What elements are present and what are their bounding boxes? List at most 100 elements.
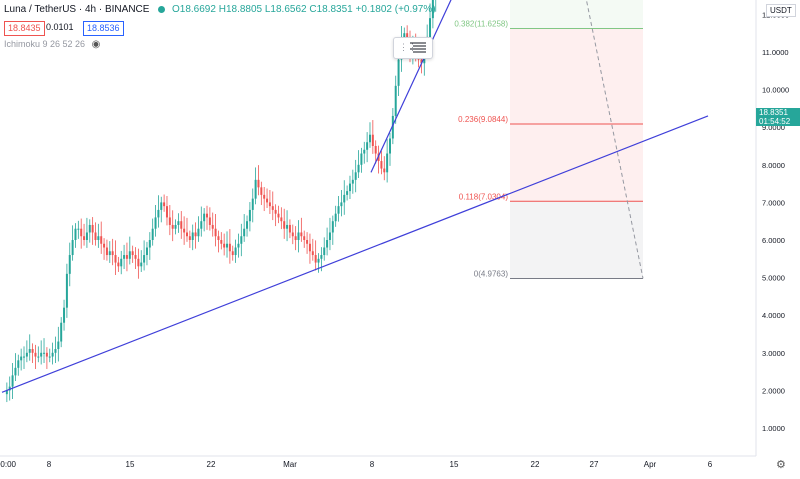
candle-body [386, 153, 389, 173]
candle-body [165, 206, 168, 218]
candle-body [57, 341, 60, 350]
live-dot-icon [158, 5, 166, 13]
candle-body [94, 232, 97, 240]
candle-body [157, 209, 160, 218]
price-tick-label: 10.0000 [762, 86, 789, 95]
candle-body [291, 232, 294, 237]
candle-body [17, 360, 20, 368]
candle-body [163, 202, 166, 207]
candle-body [185, 232, 188, 237]
candle-body [77, 228, 80, 230]
price-tick-label: 8.0000 [762, 161, 785, 170]
candle-body [174, 224, 177, 229]
time-tick-label: 6 [708, 460, 713, 469]
candle-body [134, 255, 137, 259]
candle-body [240, 236, 243, 244]
candle-body [203, 213, 206, 222]
candle-body [283, 221, 286, 229]
high-value: H18.8805 [218, 4, 263, 15]
candle-body [368, 134, 371, 143]
drawing-toolbar[interactable]: ⋮⋮ [393, 37, 433, 59]
candle-body [154, 217, 157, 229]
indicator-legend[interactable]: Ichimoku 9 26 52 26 ◉ [4, 39, 100, 50]
candle-body [263, 194, 266, 199]
candle-body [14, 367, 17, 376]
candle-body [117, 262, 120, 267]
candle-body [28, 349, 31, 353]
candle-body [140, 262, 143, 267]
price-tick-label: 3.0000 [762, 349, 785, 358]
candle-body [143, 255, 146, 263]
fib-zone [510, 28, 643, 125]
candle-body [271, 206, 274, 210]
candle-body [68, 255, 71, 274]
candle-body [108, 251, 111, 256]
candle-body [194, 232, 197, 237]
candle-body [137, 258, 140, 267]
candle-body [406, 33, 409, 41]
candle-body [180, 221, 183, 229]
candle-body [63, 307, 66, 323]
buy-button[interactable]: 18.8536 [83, 21, 124, 36]
symbol-header: Luna / TetherUS · 4h · BINANCE O18.6692 … [4, 4, 436, 15]
candle-body [54, 349, 57, 353]
candle-body [88, 224, 91, 233]
symbol-title[interactable]: Luna / TetherUS · 4h · BINANCE [4, 4, 150, 15]
candle-body [171, 224, 174, 229]
candle-body [286, 224, 289, 229]
candle-body [151, 228, 154, 240]
candle-body [45, 352, 48, 357]
candle-body [251, 198, 254, 210]
candle-body [125, 255, 128, 259]
candle-body [123, 255, 126, 259]
candle-body [71, 240, 74, 256]
time-tick-label: Mar [283, 460, 297, 469]
price-tick-label: 2.0000 [762, 386, 785, 395]
candle-body [131, 251, 134, 256]
candle-body [85, 232, 88, 240]
fib-level-label: 0.236(9.0844) [458, 115, 508, 124]
candle-body [328, 232, 331, 240]
candle-body [420, 59, 423, 64]
candle-body [248, 209, 251, 222]
time-tick-label: 27 [590, 460, 599, 469]
gear-icon[interactable]: ⚙ [776, 459, 786, 471]
candle-body [300, 232, 303, 237]
currency-label[interactable]: USDT [766, 4, 796, 17]
candle-body [260, 187, 263, 195]
candle-body [351, 179, 354, 184]
candle-body [288, 224, 291, 233]
drag-handle-icon[interactable]: ⋮⋮ [399, 42, 417, 52]
candle-body [394, 85, 397, 116]
candle-body [363, 149, 366, 154]
time-axis [0, 456, 800, 474]
candle-body [74, 228, 77, 240]
candle-body [403, 33, 406, 41]
candle-body [37, 356, 40, 358]
candle-body [334, 213, 337, 222]
candle-body [388, 138, 391, 154]
candle-body [234, 247, 237, 256]
price-tick-label: 7.0000 [762, 198, 785, 207]
candle-body [303, 236, 306, 240]
fib-settings-icon[interactable] [410, 42, 426, 53]
candle-body [237, 243, 240, 248]
candle-body [431, 0, 434, 19]
sell-button[interactable]: 18.8435 [4, 21, 45, 36]
candle-body [266, 198, 269, 203]
candle-body [8, 386, 11, 391]
candle-body [280, 217, 283, 222]
candle-body [97, 236, 100, 240]
current-price-value: 18.8351 [759, 108, 788, 117]
candle-body [23, 356, 26, 358]
candle-body [177, 221, 180, 225]
time-tick-label: Apr [644, 460, 657, 469]
eye-icon[interactable]: ◉ [91, 39, 101, 50]
candle-body [105, 247, 108, 256]
candle-body [114, 255, 117, 263]
candle-body [91, 224, 94, 233]
price-tick-label: 6.0000 [762, 236, 785, 245]
time-tick-label: 8 [370, 460, 375, 469]
